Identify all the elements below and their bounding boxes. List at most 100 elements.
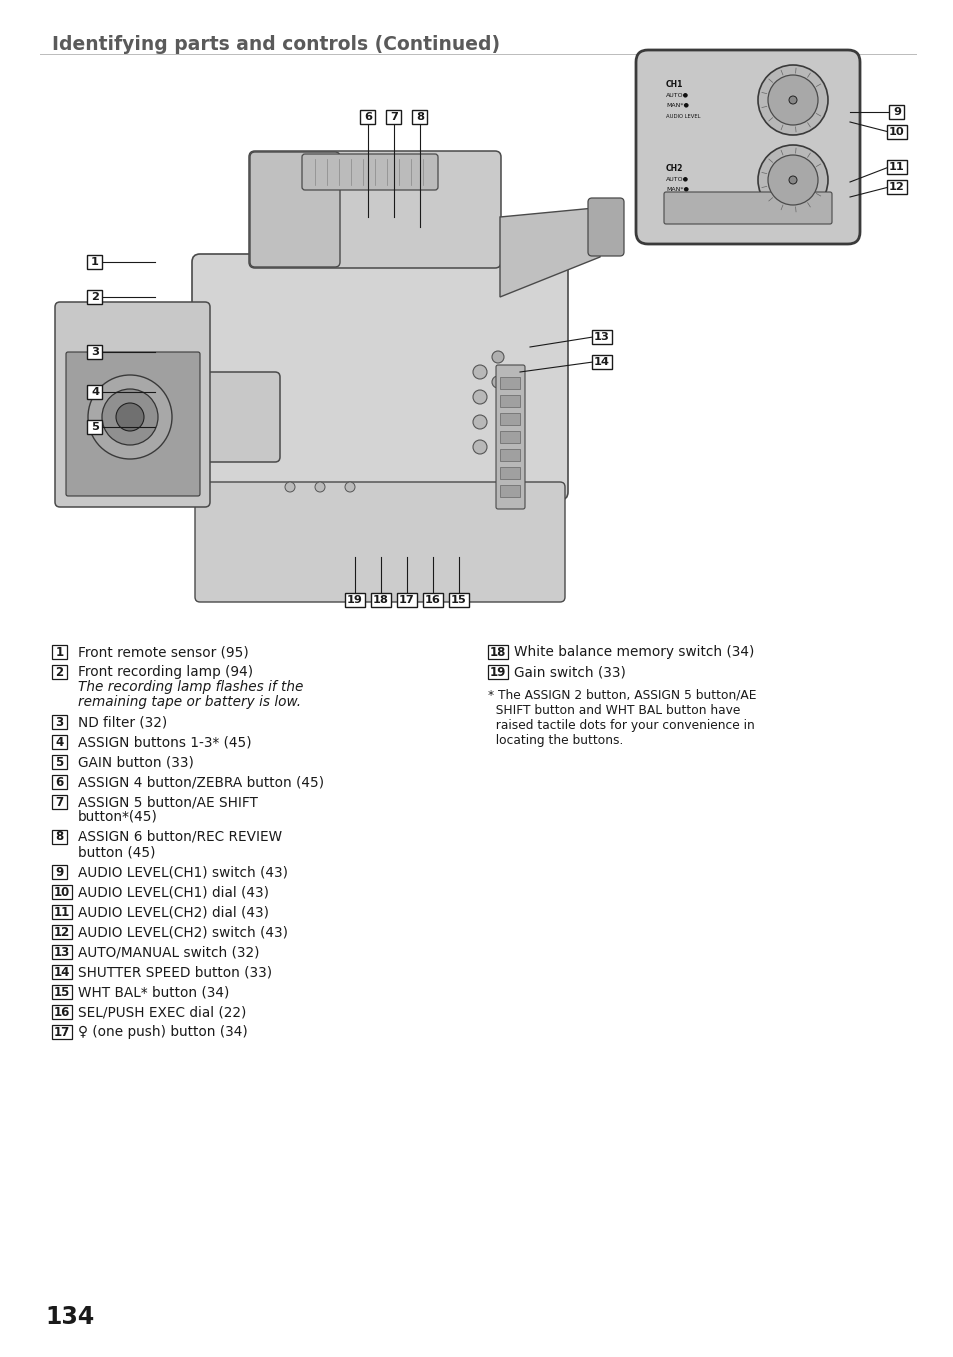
Text: ASSIGN buttons 1-3* (45): ASSIGN buttons 1-3* (45) [78,735,252,749]
Text: 11: 11 [53,905,71,919]
Text: 7: 7 [55,795,64,809]
Text: 4: 4 [91,387,99,398]
FancyBboxPatch shape [592,356,612,369]
Text: 17: 17 [53,1026,71,1038]
FancyBboxPatch shape [88,255,102,269]
Text: 15: 15 [53,985,71,999]
Text: 10: 10 [888,128,904,137]
Polygon shape [499,208,604,297]
Text: 6: 6 [55,775,64,788]
Text: 10: 10 [53,886,71,898]
Text: 1: 1 [55,646,64,658]
Circle shape [758,145,827,214]
FancyBboxPatch shape [396,593,416,607]
FancyBboxPatch shape [886,180,906,194]
Text: ASSIGN 5 button/AE SHIFT: ASSIGN 5 button/AE SHIFT [78,795,257,809]
FancyBboxPatch shape [488,645,507,660]
Text: 16: 16 [53,1006,71,1019]
Circle shape [75,362,185,472]
Text: Gain switch (33): Gain switch (33) [514,665,625,678]
FancyBboxPatch shape [888,104,903,119]
Text: 12: 12 [53,925,71,939]
FancyBboxPatch shape [345,593,365,607]
FancyBboxPatch shape [88,345,102,360]
FancyBboxPatch shape [52,944,71,959]
FancyBboxPatch shape [422,593,442,607]
FancyBboxPatch shape [412,110,427,123]
FancyBboxPatch shape [499,377,519,389]
Text: SHUTTER SPEED button (33): SHUTTER SPEED button (33) [78,965,272,978]
FancyBboxPatch shape [886,160,906,174]
Text: 3: 3 [91,347,99,357]
FancyBboxPatch shape [52,885,71,898]
Text: AUTO/MANUAL switch (32): AUTO/MANUAL switch (32) [78,944,259,959]
Text: 9: 9 [892,107,900,117]
FancyBboxPatch shape [52,775,67,788]
Text: 13: 13 [594,332,609,342]
Text: 5: 5 [55,756,64,768]
FancyBboxPatch shape [52,754,67,769]
FancyBboxPatch shape [52,795,67,809]
Circle shape [767,155,817,205]
Text: 16: 16 [425,594,440,605]
Text: AUDIO LEVEL(CH2) switch (43): AUDIO LEVEL(CH2) switch (43) [78,925,288,939]
Text: Front recording lamp (94): Front recording lamp (94) [78,665,253,678]
Text: WHT BAL* button (34): WHT BAL* button (34) [78,985,229,999]
FancyBboxPatch shape [371,593,391,607]
Text: * The ASSIGN 2 button, ASSIGN 5 button/AE: * The ASSIGN 2 button, ASSIGN 5 button/A… [488,689,756,702]
Text: Identifying parts and controls (Continued): Identifying parts and controls (Continue… [52,35,499,54]
Circle shape [88,375,172,459]
FancyBboxPatch shape [360,110,375,123]
FancyBboxPatch shape [499,413,519,425]
Text: 19: 19 [347,594,362,605]
FancyBboxPatch shape [52,830,67,844]
FancyBboxPatch shape [52,1025,71,1039]
Text: button*(45): button*(45) [78,810,157,824]
Text: 9: 9 [55,866,64,878]
Circle shape [788,96,796,104]
Text: AUDIO LEVEL(CH1) switch (43): AUDIO LEVEL(CH1) switch (43) [78,864,288,879]
Text: The recording lamp flashes if the: The recording lamp flashes if the [78,680,303,693]
Text: CH1: CH1 [665,80,682,90]
Text: 134: 134 [45,1305,94,1329]
FancyBboxPatch shape [663,191,831,224]
Circle shape [285,482,294,493]
FancyBboxPatch shape [499,484,519,497]
Text: button (45): button (45) [78,845,155,859]
FancyBboxPatch shape [587,198,623,256]
Text: ASSIGN 6 button/REC REVIEW: ASSIGN 6 button/REC REVIEW [78,830,282,844]
Text: 19: 19 [489,665,506,678]
Text: 14: 14 [53,965,71,978]
Text: AUTO●: AUTO● [665,176,688,180]
FancyBboxPatch shape [496,365,524,509]
Text: AUTO●: AUTO● [665,92,688,96]
Text: CH2: CH2 [665,164,682,172]
Text: remaining tape or battery is low.: remaining tape or battery is low. [78,695,301,708]
FancyBboxPatch shape [88,385,102,399]
FancyBboxPatch shape [499,395,519,407]
FancyBboxPatch shape [52,715,67,729]
FancyBboxPatch shape [52,985,71,999]
Text: 13: 13 [53,946,71,958]
Text: 4: 4 [55,735,64,749]
Text: 3: 3 [55,715,64,729]
FancyBboxPatch shape [499,449,519,461]
FancyBboxPatch shape [636,50,859,244]
FancyBboxPatch shape [249,151,500,267]
Text: Front remote sensor (95): Front remote sensor (95) [78,645,249,660]
Text: raised tactile dots for your convenience in: raised tactile dots for your convenience… [488,719,754,731]
Text: 2: 2 [55,665,64,678]
Circle shape [473,440,486,455]
Text: 17: 17 [398,594,415,605]
Text: 8: 8 [416,113,423,122]
Text: 6: 6 [364,113,372,122]
Circle shape [116,403,144,432]
FancyBboxPatch shape [52,645,67,660]
Text: White balance memory switch (34): White balance memory switch (34) [514,645,754,660]
Circle shape [767,75,817,125]
FancyBboxPatch shape [66,351,200,497]
FancyBboxPatch shape [488,665,507,678]
FancyBboxPatch shape [192,254,567,499]
FancyBboxPatch shape [88,290,102,304]
Circle shape [473,415,486,429]
